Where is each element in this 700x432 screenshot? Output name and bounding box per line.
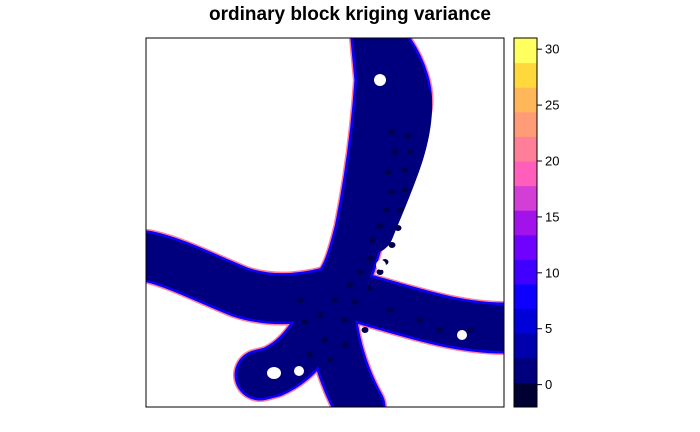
- colorbar-bin: [514, 259, 537, 285]
- colorbar-bin: [514, 111, 537, 137]
- low-variance-spot: [416, 317, 424, 323]
- kriging-map: [146, 38, 504, 407]
- low-variance-spot: [384, 169, 392, 175]
- low-variance-spot: [406, 149, 414, 155]
- colorbar-bin: [514, 38, 537, 64]
- low-variance-spot: [331, 297, 339, 303]
- low-variance-spot: [326, 357, 334, 363]
- estuary-fill: [346, 76, 433, 254]
- colorbar-tick-label: 30: [545, 42, 559, 57]
- colorbar-bin: [514, 136, 537, 162]
- colorbar-bin: [514, 284, 537, 310]
- colorbar-tick-label: 10: [545, 265, 559, 280]
- low-variance-spot: [382, 207, 390, 213]
- colorbar-tick-label: 0: [545, 377, 552, 392]
- colorbar-bin: [514, 234, 537, 260]
- plot-frame: [145, 37, 505, 408]
- low-variance-spot: [376, 223, 384, 229]
- low-variance-spot: [301, 319, 309, 325]
- observation-hole: [294, 366, 304, 376]
- low-variance-spot: [346, 282, 354, 288]
- colorbar-bin: [514, 357, 537, 383]
- colorbar-tick-label: 15: [545, 209, 559, 224]
- low-variance-spot: [388, 129, 396, 135]
- colorbar-bin: [514, 382, 537, 408]
- river-fill: [146, 38, 504, 407]
- low-variance-spot: [396, 207, 404, 213]
- observation-hole: [267, 367, 281, 379]
- colorbar-bin: [514, 185, 537, 211]
- colorbar-frame: [513, 37, 538, 408]
- low-variance-spot: [341, 317, 349, 323]
- low-variance-spot: [366, 255, 374, 261]
- low-variance-spot: [366, 285, 374, 291]
- colorbar-bin: [514, 333, 537, 359]
- colorbar-bin: [514, 308, 537, 334]
- colorbar-bin: [514, 62, 537, 88]
- low-variance-spot: [321, 337, 329, 343]
- colorbar-bin: [514, 210, 537, 236]
- low-variance-spot: [351, 299, 359, 305]
- colorbar-tick-label: 20: [545, 154, 559, 169]
- colorbar-bin: [514, 87, 537, 113]
- colorbar-tick-label: 25: [545, 98, 559, 113]
- low-variance-spot: [401, 187, 409, 193]
- colorbar-bin: [514, 161, 537, 187]
- low-variance-spot: [401, 167, 409, 173]
- low-variance-spot: [388, 189, 396, 195]
- low-variance-spot: [404, 133, 412, 139]
- observation-hole: [374, 74, 386, 86]
- observation-hole: [404, 234, 416, 246]
- low-variance-spot: [368, 237, 376, 243]
- colorbar-tick-label: 5: [545, 321, 552, 336]
- low-variance-spots: [296, 129, 474, 363]
- colorbar: [514, 38, 537, 408]
- low-variance-spot: [376, 269, 384, 275]
- low-variance-spot: [316, 312, 324, 318]
- low-variance-spot: [296, 297, 304, 303]
- observation-hole: [376, 260, 386, 270]
- observation-hole: [457, 330, 467, 340]
- colorbar-axis: 0 5 10 15 20 25 30: [537, 42, 559, 392]
- low-variance-spot: [466, 327, 474, 333]
- low-variance-spot: [436, 327, 444, 333]
- observation-holes: [267, 74, 467, 379]
- low-variance-spot: [394, 225, 402, 231]
- low-variance-spot: [361, 327, 369, 333]
- chart-title: ordinary block kriging variance: [209, 4, 491, 25]
- low-variance-spot: [306, 352, 314, 358]
- low-variance-spot: [388, 242, 396, 248]
- low-variance-spot: [386, 307, 394, 313]
- low-variance-spot: [341, 342, 349, 348]
- low-variance-spot: [356, 269, 364, 275]
- low-variance-spot: [391, 149, 399, 155]
